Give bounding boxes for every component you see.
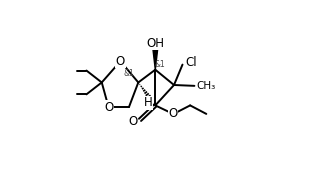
Text: O: O xyxy=(116,55,125,68)
Text: Cl: Cl xyxy=(186,56,197,69)
Text: H: H xyxy=(144,96,153,109)
Text: &1: &1 xyxy=(124,70,134,78)
Text: OH: OH xyxy=(146,37,164,50)
Text: O: O xyxy=(104,101,113,114)
Text: O: O xyxy=(128,115,138,128)
Text: &1: &1 xyxy=(154,60,165,69)
Text: O: O xyxy=(169,107,178,120)
Text: CH₃: CH₃ xyxy=(196,81,215,91)
Polygon shape xyxy=(153,48,158,70)
